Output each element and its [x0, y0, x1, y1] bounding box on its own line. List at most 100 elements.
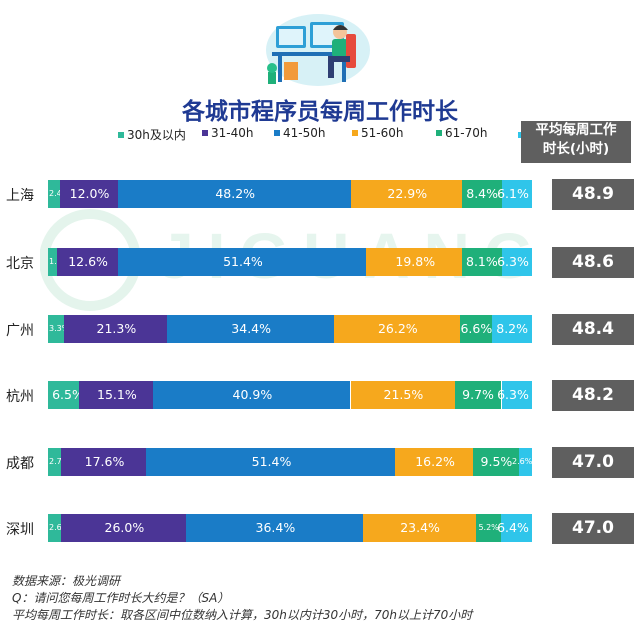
legend-label: 51-60h	[361, 126, 404, 140]
data-label: 51.4%	[223, 254, 263, 269]
bar-segment	[462, 248, 502, 276]
bar-segment	[475, 514, 501, 542]
data-label: 22.9%	[387, 186, 428, 201]
data-label: 5.2%	[478, 523, 499, 532]
data-label: 26.0%	[104, 520, 145, 535]
data-label: 6.3%	[497, 387, 529, 402]
bar-segment	[366, 248, 463, 276]
legend-swatch	[274, 130, 280, 136]
bar-segment	[48, 514, 61, 542]
bar-segment	[333, 315, 461, 343]
bar-segment	[461, 180, 503, 208]
data-label: 15.1%	[97, 387, 137, 402]
data-label: 36.4%	[255, 520, 296, 535]
average-hours-value: 47.0	[552, 513, 634, 544]
average-hours-value: 48.6	[552, 247, 634, 278]
data-label: 2.7%	[49, 457, 70, 466]
bar-row: 6.5% 15.1% 40.9% 21.5% 9.7% 6.3%	[48, 381, 532, 409]
bar-segment	[59, 180, 118, 208]
legend-swatch	[202, 130, 208, 136]
average-header-line2: 时长(小时)	[542, 141, 610, 157]
data-label: 2.4%	[49, 180, 69, 208]
bar-segment	[48, 381, 80, 409]
bar-row: 2.4%12.0% 48.2% 22.9% 8.4%6.1%	[48, 180, 532, 208]
data-label: 6.6%	[460, 321, 493, 336]
data-label: 48.2%	[215, 186, 256, 201]
legend-item: 30h及以内	[118, 126, 186, 143]
data-label: 34.4%	[231, 321, 272, 336]
bar-segment	[501, 514, 532, 542]
legend-swatch	[118, 132, 124, 138]
bar-segment	[117, 180, 351, 208]
footnote-source: 数据来源：极光调研	[12, 574, 121, 588]
bar-segment	[60, 514, 187, 542]
bar-segment	[473, 448, 520, 476]
average-hours-value: 48.9	[552, 179, 634, 210]
bar-segment	[61, 448, 147, 476]
bar-segment	[152, 381, 351, 409]
bar-segment	[502, 180, 532, 208]
data-label: 40.9%	[232, 387, 273, 402]
bar-segment	[460, 315, 493, 343]
data-label: 6.5%	[52, 387, 84, 402]
data-label: 12.0%	[69, 186, 110, 201]
data-label: 9.5%	[480, 454, 513, 469]
data-label: 23.4%	[400, 520, 440, 535]
footnote-method: 平均每周工作时长：取各区间中位数纳入计算，30h以内计30小时，70h以上计70…	[12, 608, 473, 622]
legend-label: 31-40h	[211, 126, 254, 140]
data-label: 6.4%	[497, 520, 529, 535]
bar-segment	[501, 248, 532, 276]
chart-title: 各城市程序员每周工作时长	[182, 99, 458, 125]
bar-segment	[362, 514, 476, 542]
data-label: 6.1%	[497, 186, 529, 201]
bar-segment	[146, 448, 396, 476]
bar-segment	[454, 381, 502, 409]
data-label: 9.7%	[462, 387, 494, 402]
data-label: 2.6%	[49, 523, 70, 532]
data-label: 8.1%	[466, 254, 498, 269]
average-hours-value: 47.0	[552, 447, 634, 478]
average-hours-header: 平均每周工作 时长(小时)	[521, 121, 631, 163]
data-label: 3.3%	[49, 324, 70, 333]
bar-segment	[56, 248, 118, 276]
data-label: 51.4%	[251, 454, 292, 469]
bar-segment	[501, 381, 532, 409]
programmer-illustration	[262, 6, 374, 90]
average-hours-value: 48.2	[552, 380, 634, 411]
data-label: 19.8%	[395, 254, 436, 269]
legend-item: 31-40h	[202, 126, 253, 140]
bar-row: 1.8%12.6%51.4%19.8%8.1%6.3%	[48, 248, 532, 276]
legend-label: 30h及以内	[127, 128, 186, 142]
legend-swatch	[436, 130, 442, 136]
bar-segment	[48, 448, 62, 476]
legend-item: 41-50h	[274, 126, 325, 140]
city-label: 成都	[6, 456, 34, 472]
city-label: 杭州	[6, 389, 34, 405]
bar-row: 2.7% 17.6% 51.4% 16.2% 9.5% 2.6%	[48, 448, 532, 476]
city-label: 北京	[6, 256, 34, 272]
data-label: 17.6%	[84, 454, 125, 469]
data-label: 21.3%	[96, 321, 137, 336]
footnote-question: Q：请问您每周工作时长大约是？（SA）	[12, 591, 230, 605]
legend-item: 61-70h	[436, 126, 487, 140]
bar-segment	[395, 448, 474, 476]
bar-segment	[63, 315, 168, 343]
data-label: 21.5%	[383, 387, 424, 402]
legend-label: 41-50h	[283, 126, 326, 140]
data-label: 12.6%	[68, 254, 108, 269]
legend-label: 61-70h	[445, 126, 488, 140]
bar-segment	[350, 381, 455, 409]
city-label: 上海	[6, 188, 34, 204]
average-header-line1: 平均每周工作	[535, 122, 617, 138]
bar-segment	[350, 180, 462, 208]
data-label: 2.6%	[512, 457, 533, 466]
bar-segment	[79, 381, 153, 409]
bar-segment	[117, 248, 367, 276]
data-label: 8.2%	[496, 321, 529, 336]
legend-swatch	[352, 130, 358, 136]
bar-segment	[48, 180, 60, 208]
average-hours-value: 48.4	[552, 314, 634, 345]
bar-segment	[167, 315, 334, 343]
data-label: 8.4%	[466, 186, 499, 201]
bar-segment	[48, 248, 57, 276]
